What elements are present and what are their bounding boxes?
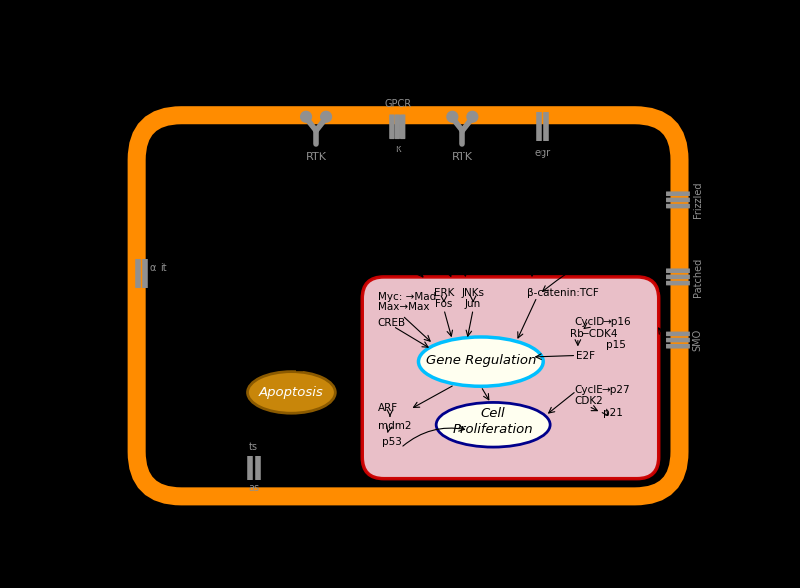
Ellipse shape <box>418 337 543 386</box>
Text: ERK: ERK <box>434 288 454 298</box>
Text: RTK: RTK <box>306 152 326 162</box>
Text: Fos: Fos <box>435 299 453 309</box>
Text: p15: p15 <box>606 340 626 350</box>
Text: E2F: E2F <box>576 351 595 361</box>
Text: RTK: RTK <box>452 152 473 162</box>
FancyBboxPatch shape <box>390 115 394 139</box>
Text: JNKs: JNKs <box>462 288 485 298</box>
Text: p53: p53 <box>382 437 402 447</box>
Text: it: it <box>161 263 167 273</box>
Circle shape <box>447 111 458 122</box>
Text: β-catenin:TCF: β-catenin:TCF <box>527 288 598 298</box>
Text: →p16: →p16 <box>602 317 631 327</box>
Text: Cell
Proliferation: Cell Proliferation <box>453 407 534 436</box>
Text: →p27: →p27 <box>601 385 630 395</box>
FancyBboxPatch shape <box>666 344 690 349</box>
Text: α: α <box>150 263 156 273</box>
Text: ARF: ARF <box>378 403 398 413</box>
Text: Gene Regulation: Gene Regulation <box>426 353 536 366</box>
Text: mdm2: mdm2 <box>378 421 411 431</box>
Text: CDK2: CDK2 <box>574 396 603 406</box>
FancyBboxPatch shape <box>666 198 690 202</box>
FancyBboxPatch shape <box>666 275 690 279</box>
Text: SMO: SMO <box>693 329 702 351</box>
Text: Patched: Patched <box>693 258 702 296</box>
Text: CREB: CREB <box>378 319 406 329</box>
Text: as: as <box>248 483 259 493</box>
FancyBboxPatch shape <box>362 277 658 479</box>
Ellipse shape <box>247 372 335 413</box>
Text: Frizzled: Frizzled <box>693 182 702 218</box>
Text: Jun: Jun <box>465 299 482 309</box>
Text: ⌐CDK4: ⌐CDK4 <box>581 329 618 339</box>
FancyBboxPatch shape <box>394 115 400 139</box>
Circle shape <box>467 111 478 122</box>
FancyBboxPatch shape <box>400 115 406 139</box>
Text: CyclE: CyclE <box>574 385 603 395</box>
Text: ts: ts <box>249 443 258 453</box>
Text: κ: κ <box>395 145 402 155</box>
Text: Rb: Rb <box>570 329 584 339</box>
FancyBboxPatch shape <box>666 204 690 208</box>
Circle shape <box>321 111 331 122</box>
Text: egr: egr <box>534 148 550 158</box>
FancyBboxPatch shape <box>666 281 690 285</box>
Text: CyclD: CyclD <box>574 317 605 327</box>
Text: p21: p21 <box>602 408 622 418</box>
Text: Max→Max: Max→Max <box>378 302 429 312</box>
Text: GPCR: GPCR <box>385 99 412 109</box>
Text: Myc: →Mad:: Myc: →Mad: <box>378 292 439 302</box>
Circle shape <box>301 111 311 122</box>
FancyBboxPatch shape <box>666 269 690 273</box>
FancyBboxPatch shape <box>666 192 690 196</box>
Text: Apoptosis: Apoptosis <box>259 386 324 399</box>
FancyBboxPatch shape <box>666 338 690 342</box>
Ellipse shape <box>436 402 550 447</box>
FancyBboxPatch shape <box>666 332 690 336</box>
